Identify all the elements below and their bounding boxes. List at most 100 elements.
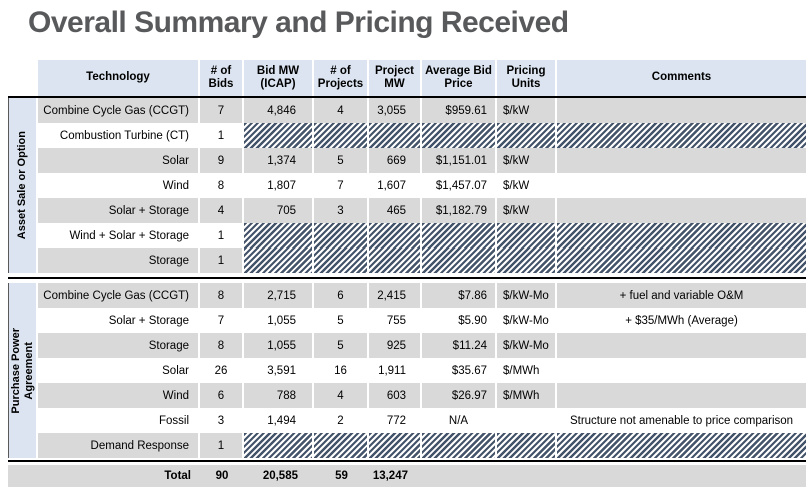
cell-bid_mw: 788	[244, 383, 314, 408]
cell-projects	[314, 123, 369, 148]
table-row: Solar 9 1,374 5 669 $1,151.01 $/kW	[38, 148, 806, 173]
cell-projects: 5	[314, 148, 369, 173]
cell-avg_price: N/A	[422, 408, 497, 433]
cell-bids: 8	[200, 173, 244, 198]
cell-projects: 6	[314, 283, 369, 308]
cell-projects	[314, 433, 369, 458]
cell-bids: 8	[200, 333, 244, 358]
cell-units: $/kW	[497, 198, 557, 223]
table-row: Wind 8 1,807 7 1,607 $1,457.07 $/kW	[38, 173, 806, 198]
cell-technology: Wind + Solar + Storage	[38, 223, 200, 248]
cell-avg_price	[422, 433, 497, 458]
cell-avg_price: $11.24	[422, 333, 497, 358]
header-cell-bids: # of Bids	[200, 60, 244, 96]
cell-bids: 3	[200, 408, 244, 433]
cell-bids: 8	[200, 283, 244, 308]
cell-units: $/kW	[497, 98, 557, 123]
cell-technology: Fossil	[38, 408, 200, 433]
cell-bids: 1	[200, 123, 244, 148]
cell-bid_mw: 705	[244, 198, 314, 223]
cell-project_mw: 3,055	[369, 98, 422, 123]
table-row: Wind + Solar + Storage 1	[38, 223, 806, 248]
cell-technology: Storage	[38, 333, 200, 358]
table-row: Combine Cycle Gas (CCGT) 7 4,846 4 3,055 $959…	[38, 98, 806, 123]
cell-project_mw	[369, 248, 422, 273]
cell-avg_price: $959.61	[422, 98, 497, 123]
cell-units: $/MWh	[497, 383, 557, 408]
cell-comments	[557, 333, 806, 358]
cell-comments: + $35/MWh (Average)	[557, 308, 806, 333]
cell-units	[497, 408, 557, 433]
table-group: Purchase Power Agreement Combine Cycle Ga…	[8, 283, 806, 458]
cell-technology: Solar + Storage	[38, 308, 200, 333]
header-cell-technology: Technology	[38, 60, 200, 96]
cell-comments	[557, 98, 806, 123]
pricing-summary-table: Technology # of Bids Bid MW (ICAP) # of Pro…	[8, 60, 806, 487]
group-label-text: Purchase Power Agreement	[9, 327, 35, 414]
total-row: Total 90 20,585 59 13,247	[8, 465, 806, 487]
cell-comments: Structure not amenable to price comparis…	[557, 408, 806, 433]
cell-technology: Storage	[38, 248, 200, 273]
cell-avg_price: $35.67	[422, 358, 497, 383]
table-row: Solar + Storage 4 705 3 465 $1,182.79 $/kW	[38, 198, 806, 223]
group-rows: Combine Cycle Gas (CCGT) 7 4,846 4 3,055 $959…	[38, 98, 806, 273]
header-cell-projects: # of Projects	[314, 60, 369, 96]
cell-units: $/kW	[497, 148, 557, 173]
cell-projects: 7	[314, 173, 369, 198]
cell-avg_price	[422, 123, 497, 148]
cell-bids: 7	[200, 98, 244, 123]
cell-project_mw	[369, 223, 422, 248]
cell-technology: Combine Cycle Gas (CCGT)	[38, 98, 200, 123]
cell-projects: 5	[314, 333, 369, 358]
cell-comments	[557, 173, 806, 198]
total-cell-comments	[557, 465, 806, 487]
total-cell-avg_price	[422, 465, 497, 487]
header-cell-avg_price: Average Bid Price	[422, 60, 497, 96]
cell-projects: 4	[314, 98, 369, 123]
cell-bids: 1	[200, 248, 244, 273]
cell-units: $/kW-Mo	[497, 333, 557, 358]
header-cell-comments: Comments	[557, 60, 806, 96]
cell-bid_mw	[244, 223, 314, 248]
cell-avg_price: $1,457.07	[422, 173, 497, 198]
table-row: Combustion Turbine (CT) 1	[38, 123, 806, 148]
cell-project_mw: 925	[369, 333, 422, 358]
cell-units: $/kW-Mo	[497, 283, 557, 308]
cell-bids: 9	[200, 148, 244, 173]
cell-projects: 2	[314, 408, 369, 433]
total-cell-bid_mw: 20,585	[262, 470, 298, 482]
cell-project_mw: 772	[369, 408, 422, 433]
table-row: Fossil 3 1,494 2 772 N/A Structure not amenabl…	[38, 408, 806, 433]
cell-project_mw: 465	[369, 198, 422, 223]
cell-bid_mw	[244, 248, 314, 273]
table-row: Combine Cycle Gas (CCGT) 8 2,715 6 2,415 $7.8…	[38, 283, 806, 308]
cell-units: $/kW-Mo	[497, 308, 557, 333]
cell-comments	[557, 148, 806, 173]
cell-comments	[557, 248, 806, 273]
cell-technology: Demand Response	[38, 433, 200, 458]
cell-avg_price	[422, 223, 497, 248]
cell-bids: 4	[200, 198, 244, 223]
table-row: Storage 1	[38, 248, 806, 273]
total-cell-technology: Total	[164, 470, 191, 482]
table-row: Wind 6 788 4 603 $26.97 $/MWh	[38, 383, 806, 408]
cell-avg_price: $7.86	[422, 283, 497, 308]
cell-project_mw: 669	[369, 148, 422, 173]
cell-project_mw: 1,911	[369, 358, 422, 383]
cell-bids: 6	[200, 383, 244, 408]
table-body: Asset Sale or Option Combine Cycle Gas (C…	[8, 98, 806, 458]
table-row: Demand Response 1	[38, 433, 806, 458]
cell-bid_mw: 1,055	[244, 308, 314, 333]
cell-project_mw: 2,415	[369, 283, 422, 308]
cell-projects: 4	[314, 383, 369, 408]
total-cell-bids: 90	[215, 470, 229, 482]
group-label-text: Asset Sale or Option	[16, 131, 28, 240]
cell-project_mw: 755	[369, 308, 422, 333]
cell-technology: Combine Cycle Gas (CCGT)	[38, 283, 200, 308]
cell-projects: 5	[314, 308, 369, 333]
total-divider	[8, 458, 806, 465]
cell-bids: 1	[200, 433, 244, 458]
page-title: Overall Summary and Pricing Received	[28, 6, 569, 39]
cell-units: $/kW	[497, 173, 557, 198]
table-row: Solar 26 3,591 16 1,911 $35.67 $/MWh	[38, 358, 806, 383]
